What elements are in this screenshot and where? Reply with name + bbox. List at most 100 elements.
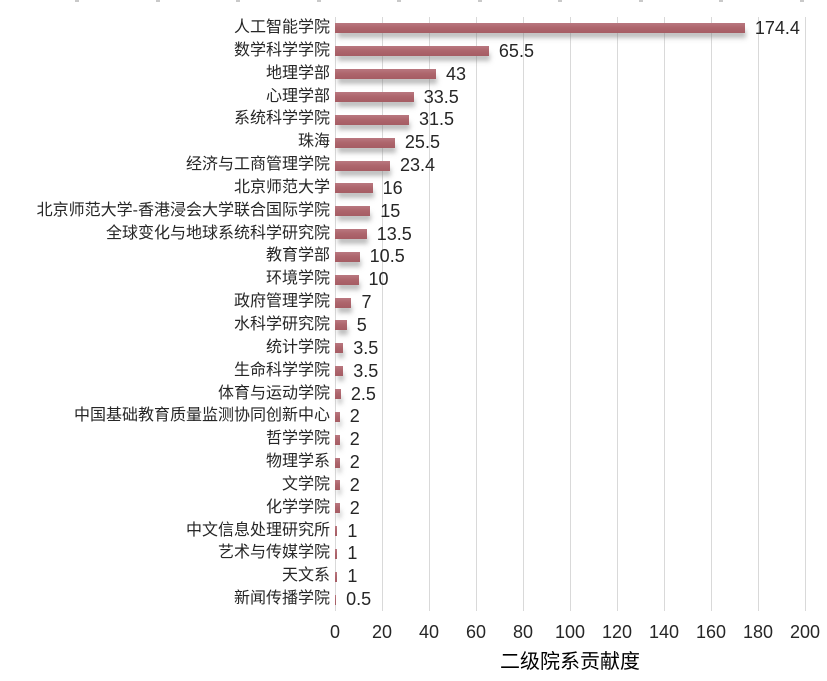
category-label: 生命科学学院: [233, 361, 330, 379]
bar: [335, 548, 338, 559]
bar: [335, 69, 437, 80]
category-label: 中文信息处理研究所: [185, 521, 330, 539]
bar: [335, 46, 489, 57]
category-label: 经济与工商管理学院: [185, 156, 330, 174]
value-label: 31.5: [419, 109, 455, 130]
category-label: 哲学学院: [265, 430, 330, 448]
value-label: 13.5: [376, 223, 412, 244]
category-label: 文学院: [281, 475, 330, 493]
crop-artifact-mark: [155, 0, 160, 2]
crop-artifact-mark: [638, 0, 643, 2]
x-axis-tick-label: 80: [512, 622, 534, 642]
value-label: 3.5: [353, 337, 379, 358]
bar: [335, 160, 390, 171]
category-label: 全球变化与地球系统科学研究院: [105, 224, 330, 242]
bar: [335, 434, 340, 445]
gridline: [617, 17, 618, 611]
category-label: 北京师范大学-香港浸会大学联合国际学院: [36, 201, 330, 219]
gridline: [570, 17, 571, 611]
category-label: 人工智能学院: [233, 19, 330, 36]
gridline: [429, 17, 430, 611]
bar: [335, 206, 371, 217]
value-label: 174.4: [754, 18, 800, 38]
bar: [335, 503, 340, 514]
crop-artifact-mark: [397, 0, 401, 2]
bar: [335, 411, 340, 422]
x-axis-title: 二级院系贡献度: [500, 651, 640, 673]
value-label: 25.5: [404, 132, 440, 153]
x-axis-tick-label: 160: [695, 622, 727, 642]
x-axis-tick-label: 60: [465, 622, 487, 642]
value-label: 65.5: [498, 40, 534, 61]
value-label: 1: [347, 543, 358, 564]
category-label: 心理学部: [265, 87, 330, 105]
crop-artifact-mark: [558, 0, 562, 2]
bar: [335, 251, 360, 262]
value-label: 2: [349, 452, 360, 473]
category-label: 政府管理学院: [233, 293, 330, 311]
gridline: [476, 17, 477, 611]
gridline: [805, 17, 806, 611]
category-label: 化学学院: [265, 498, 330, 516]
bar: [335, 594, 337, 605]
category-label: 水科学研究院: [233, 316, 330, 333]
value-label: 2.5: [350, 383, 376, 404]
category-label: 环境学院: [265, 270, 330, 288]
bar: [335, 114, 410, 125]
value-label: 23.4: [399, 155, 436, 176]
crop-artifact-mark: [477, 0, 482, 2]
value-label: 10: [368, 269, 389, 290]
value-label: 2: [349, 497, 360, 518]
bar: [335, 480, 340, 491]
category-label: 艺术与传媒学院: [217, 544, 330, 562]
bar: [335, 183, 373, 194]
value-label: 16: [382, 177, 403, 198]
bar: [335, 23, 745, 34]
category-label: 教育学部: [265, 247, 330, 265]
x-axis-tick-label: 0: [329, 622, 340, 642]
value-label: 2: [349, 429, 360, 450]
crop-artifact-mark: [316, 0, 321, 2]
bar: [335, 320, 347, 331]
bar: [335, 366, 344, 377]
category-label: 新闻传播学院: [233, 590, 330, 608]
bar: [335, 388, 341, 399]
category-label: 体育与运动学院: [217, 384, 330, 402]
value-label: 1: [347, 566, 358, 587]
bar: [335, 229, 367, 240]
gridline: [758, 17, 759, 611]
bar: [335, 274, 359, 285]
category-label: 珠海: [297, 133, 330, 151]
value-label: 5: [356, 315, 367, 335]
x-axis-tick-label: 40: [418, 622, 440, 642]
value-label: 7: [361, 292, 372, 313]
bar: [335, 457, 340, 468]
gridline: [711, 17, 712, 611]
x-axis-tick-label: 180: [742, 622, 774, 642]
category-label: 统计学院: [265, 338, 330, 356]
value-label: 3.5: [353, 360, 379, 381]
gridline: [664, 17, 665, 611]
x-axis-tick-label: 120: [601, 622, 633, 642]
x-axis-tick-label: 20: [371, 622, 393, 642]
value-label: 0.5: [346, 589, 372, 610]
category-label: 北京师范大学: [233, 178, 330, 196]
bar: [335, 137, 395, 148]
category-label: 系统科学学院: [233, 110, 330, 128]
value-label: 33.5: [423, 86, 459, 107]
value-label: 2: [349, 406, 360, 427]
bar: [335, 91, 414, 102]
crop-artifact-mark: [75, 0, 79, 2]
x-axis-tick-label: 140: [648, 622, 680, 642]
bar: [335, 571, 338, 582]
x-axis-tick-label: 200: [789, 622, 821, 642]
crop-artifact-mark: [799, 0, 804, 2]
bar: [335, 297, 352, 308]
category-label: 物理学系: [265, 453, 330, 471]
bar: [335, 526, 338, 537]
x-axis-tick-label: 100: [554, 622, 586, 642]
category-label: 地理学部: [265, 64, 330, 82]
value-label: 15: [380, 200, 401, 221]
category-label: 天文系: [281, 567, 330, 585]
